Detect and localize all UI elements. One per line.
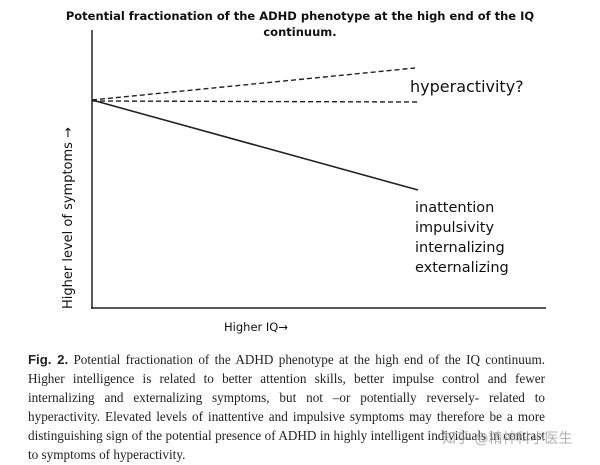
hyperactivity-label: hyperactivity? [410, 77, 524, 96]
symptom-label: internalizing [415, 240, 505, 256]
caption-label: Fig. 2. [28, 352, 69, 367]
caption: Fig. 2. Potential fractionation of the A… [28, 350, 545, 464]
caption-text: Potential fractionation of the ADHD phen… [28, 352, 546, 462]
x-axis-label: Higher IQ→ [224, 320, 288, 334]
watermark: 知乎 @精神科小医生 [442, 431, 573, 447]
figure: Potential fractionation of the ADHD phen… [61, 9, 546, 334]
figure-title: Potential fractionation of the ADHD phen… [66, 9, 535, 23]
symptom-label: externalizing [415, 260, 509, 276]
symptom-label: impulsivity [415, 220, 494, 236]
declining-line [91, 99, 419, 191]
symptom-label: inattention [415, 200, 494, 216]
flat-dashed-line [91, 100, 419, 103]
rising-dashed-line [91, 67, 416, 101]
y-axis-label: Higher level of symptoms → [61, 127, 76, 309]
figure-title: continuum. [263, 25, 336, 39]
